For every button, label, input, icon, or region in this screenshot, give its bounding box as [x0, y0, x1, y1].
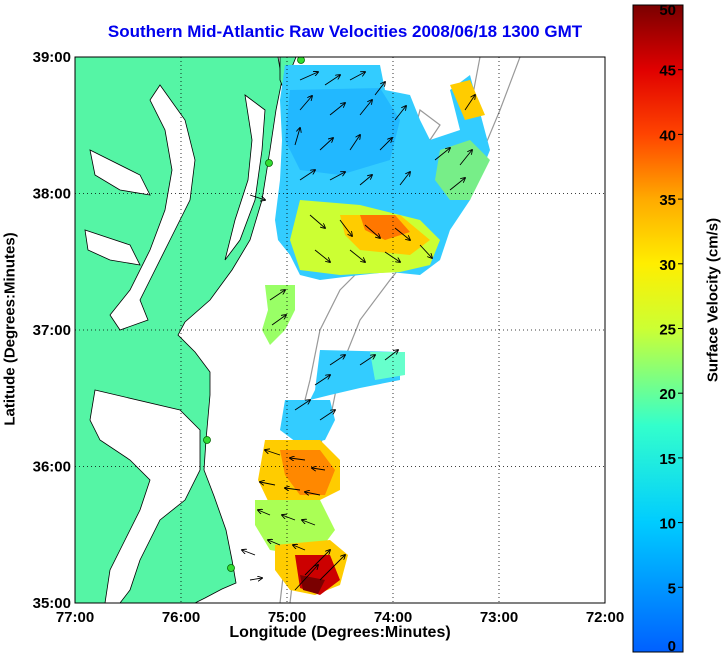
x-tick-label: 76:00	[162, 609, 200, 626]
y-tick-label: 38:00	[33, 186, 71, 203]
colorbar-ticks: 0 5 10 15 20 25 30 35 40 45 50	[659, 2, 683, 655]
x-tick-label: 72:00	[586, 609, 624, 626]
station-marker[interactable]	[265, 159, 273, 167]
y-tick-label: 35:00	[33, 595, 71, 612]
colorbar-tick-label: 45	[659, 63, 676, 80]
station-marker[interactable]	[297, 57, 305, 64]
colorbar-tick-label: 50	[659, 2, 676, 19]
x-tick-label: 77:00	[56, 609, 94, 626]
colorbar-tick-label: 10	[659, 516, 676, 533]
y-tick-label: 39:00	[33, 49, 71, 66]
station-marker[interactable]	[203, 436, 211, 444]
plot-frame	[74, 56, 606, 604]
station-marker[interactable]	[227, 564, 235, 572]
x-axis-ticks: 77:00 76:00 75:00 74:00 73:00 72:00	[56, 609, 624, 626]
y-tick-label: 37:00	[33, 322, 71, 339]
colorbar	[632, 4, 684, 653]
station-markers	[203, 57, 305, 572]
x-axis-label: Longitude (Degrees:Minutes)	[229, 624, 451, 641]
colorbar-tick-label: 20	[659, 386, 676, 403]
colorbar-tick-label: 15	[659, 451, 676, 468]
grid-lines	[75, 57, 605, 603]
colorbar-tick-label: 35	[659, 192, 676, 209]
x-tick-label: 75:00	[268, 609, 306, 626]
colorbar-tick-label: 5	[668, 580, 676, 597]
velocity-arrows	[242, 72, 475, 591]
colorbar-tick-label: 0	[668, 638, 676, 655]
y-axis-ticks: 35:00 36:00 37:00 38:00 39:00	[33, 49, 71, 612]
colorbar-tick-label: 40	[659, 127, 676, 144]
colorbar-tick-label: 25	[659, 322, 676, 339]
bays	[84, 84, 266, 603]
colorbar-label: Surface Velocity (cm/s)	[704, 217, 722, 383]
colorbar-tick-label: 30	[659, 257, 676, 274]
x-tick-label: 73:00	[480, 609, 518, 626]
map-title: Southern Mid-Atlantic Raw Velocities 200…	[107, 22, 583, 41]
y-axis-label: Latitude (Degrees:Minutes)	[1, 232, 19, 426]
y-tick-label: 36:00	[33, 459, 71, 476]
x-tick-label: 74:00	[374, 609, 412, 626]
